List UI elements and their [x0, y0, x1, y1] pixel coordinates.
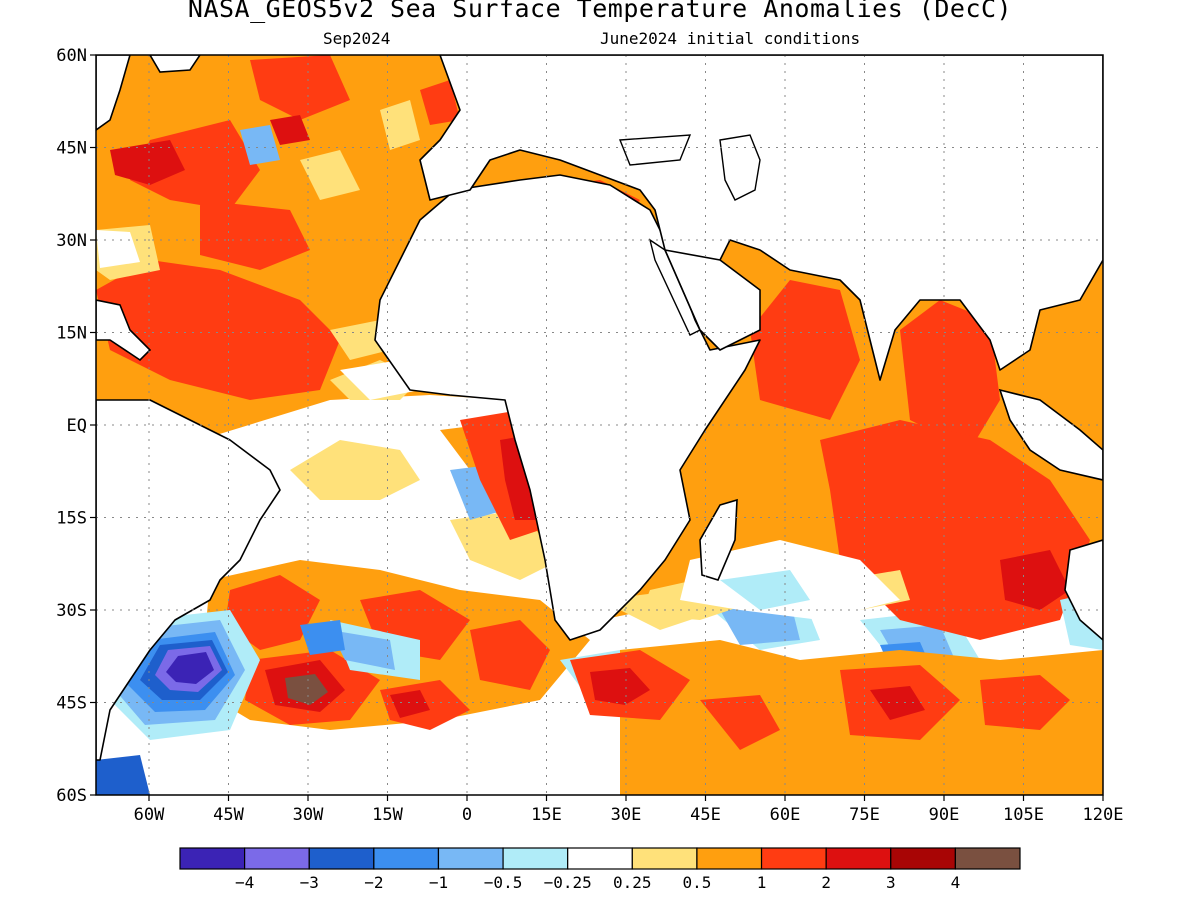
lat-tick-label: 30S	[56, 601, 87, 621]
land-north-america	[96, 55, 152, 362]
lat-tick-label: 60S	[56, 786, 87, 806]
land-southeast-asia	[998, 388, 1103, 481]
forecast-month-label: Sep2024	[323, 29, 391, 48]
lon-tick-label: 0	[462, 805, 472, 825]
anomaly-mild-warm-north-atlantic	[96, 100, 420, 360]
colorbar	[179, 847, 1021, 870]
colorbar-swatch	[437, 847, 504, 870]
land-greenland-europe-northwest	[149, 55, 201, 73]
anomaly-very-warm-north-atlantic	[110, 115, 310, 185]
colorbar-swatch	[825, 847, 892, 870]
colorbar-tick-label: 0.5	[682, 873, 711, 892]
colorbar-tick-label: −3	[300, 873, 319, 892]
lon-tick-label: 60E	[770, 805, 801, 825]
map-gridlines	[96, 55, 1103, 795]
lat-tick-label: 15S	[56, 509, 87, 529]
colorbar-tick-label: −0.5	[484, 873, 523, 892]
lon-tick-label: 45E	[690, 805, 721, 825]
land-africa	[374, 174, 761, 641]
anomaly-slight-cold-south-indian	[720, 570, 1103, 650]
lat-tick-label: EQ	[67, 416, 87, 436]
land-black-sea-outline	[618, 134, 692, 166]
lat-tick-label: 60N	[56, 46, 87, 66]
colorbar-swatch	[567, 847, 633, 870]
colorbar-tick-label: 2	[821, 873, 831, 892]
lon-tick-label: 120E	[1083, 805, 1124, 825]
lat-tick-label: 45S	[56, 694, 87, 714]
colorbar-tick-label: −0.25	[544, 873, 592, 892]
initial-conditions-label: June2024 initial conditions	[600, 29, 861, 48]
anomaly-max-south-atlantic	[285, 674, 328, 705]
colorbar-swatch	[244, 847, 310, 870]
colorbar-swatch	[760, 847, 827, 870]
lat-tick-label: 30N	[56, 231, 87, 251]
latitude-axis: 60N 45N 30N 15N EQ 15S 30S 45S 60S	[56, 46, 96, 806]
colorbar-tick-label: −4	[235, 873, 254, 892]
lon-tick-label: 75E	[849, 805, 880, 825]
colorbar-tick-label: 1	[757, 873, 767, 892]
colorbar-swatch	[179, 847, 246, 870]
longitude-axis: 60W 45W 30W 15W 0 15E 30E 45E 60E 75E 90E 105E 120E	[134, 795, 1124, 825]
colorbar-swatch	[631, 847, 698, 870]
anomaly-very-warm-east-indian	[1000, 550, 1070, 610]
lon-tick-label: 105E	[1003, 805, 1044, 825]
lon-tick-label: 15E	[531, 805, 562, 825]
colorbar-swatch	[308, 847, 375, 870]
colorbar-swatch	[954, 847, 1021, 870]
lon-tick-label: 60W	[134, 805, 165, 825]
land-caspian-sea-outline	[719, 134, 761, 201]
lon-tick-label: 15W	[372, 805, 403, 825]
land-eurasia	[419, 55, 1103, 381]
anomaly-strong-warm-south-indian	[570, 650, 1070, 750]
colorbar-tick-label: −2	[364, 873, 383, 892]
lon-tick-label: 30E	[611, 805, 642, 825]
anomaly-strong-warm-north-atlantic	[96, 55, 460, 400]
lon-tick-label: 45W	[213, 805, 244, 825]
anomaly-very-warm-south-indian	[590, 668, 925, 720]
land-south-america	[96, 399, 281, 761]
colorbar-swatch	[890, 847, 956, 870]
map-title: NASA_GEOS5v2 Sea Surface Temperature Ano…	[187, 0, 1013, 23]
colorbar-tick-label: 0.25	[613, 873, 652, 892]
lon-tick-label: 90E	[929, 805, 960, 825]
colorbar-swatch	[696, 847, 763, 870]
anomaly-strong-warm-arabian-sea	[750, 280, 860, 420]
land-red-sea-outline	[648, 238, 701, 336]
colorbar-tick-label: −1	[429, 873, 448, 892]
lat-tick-label: 15N	[56, 324, 87, 344]
land-madagascar	[699, 498, 738, 581]
colorbar-tick-labels: −4 −3 −2 −1 −0.5 −0.25 0.25 0.5 1 2 3 4	[235, 873, 960, 892]
colorbar-tick-label: 4	[951, 873, 961, 892]
land-australia	[1064, 539, 1103, 642]
anomaly-strong-warm-bay-of-bengal	[900, 300, 1000, 450]
lon-tick-label: 30W	[293, 805, 324, 825]
colorbar-swatch	[373, 847, 440, 870]
lat-tick-label: 45N	[56, 139, 87, 159]
colorbar-swatch	[502, 847, 569, 870]
colorbar-tick-label: 3	[886, 873, 896, 892]
